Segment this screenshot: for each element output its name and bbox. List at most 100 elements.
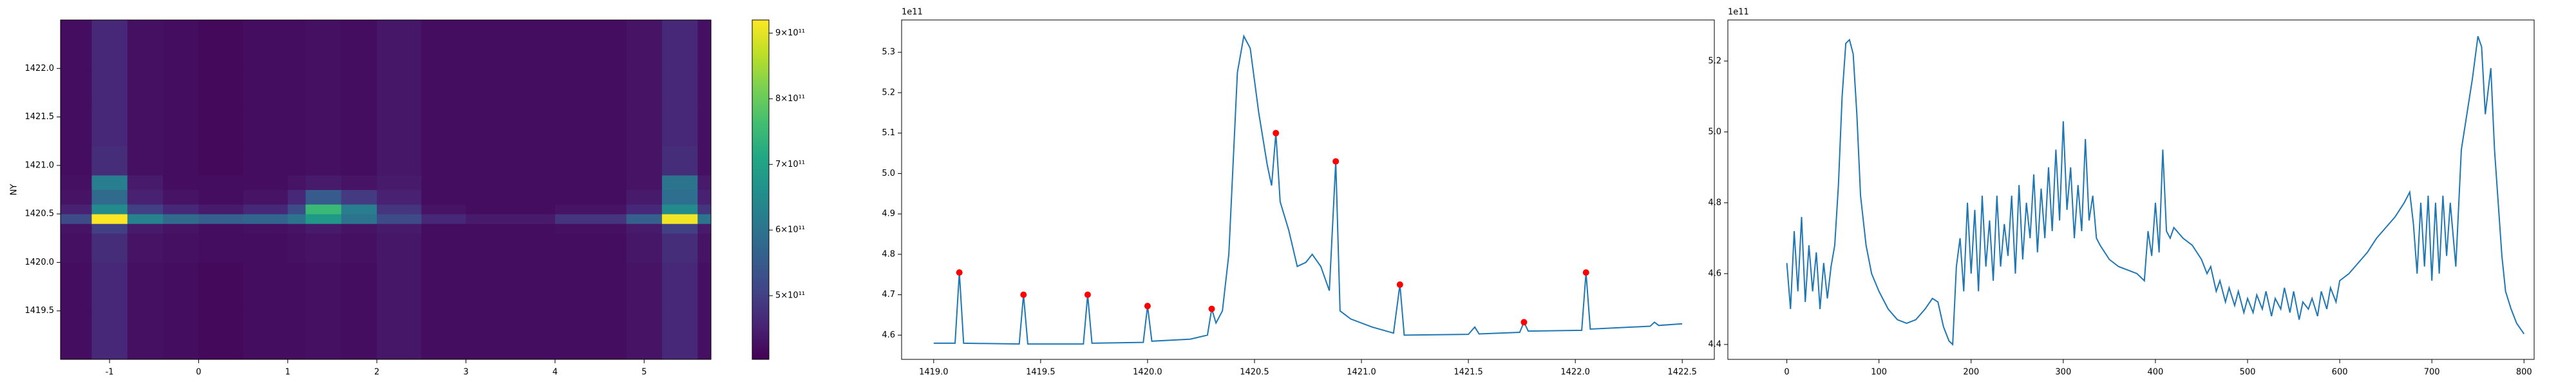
heatmap-cell (377, 189, 422, 205)
heatmap-cell (626, 175, 663, 190)
heatmap-cell (305, 107, 342, 147)
heatmap-cell (61, 310, 92, 360)
heatmap-cell (243, 233, 289, 263)
y-tick-label: 5.0 (882, 169, 895, 178)
heatmap-cell (466, 20, 556, 69)
x-tick-label: 1422.5 (1667, 368, 1697, 377)
heatmap-cell (466, 262, 556, 312)
heatmap-cell (554, 107, 627, 147)
heatmap-cell (661, 204, 698, 214)
heatmap-cell (198, 189, 244, 205)
heatmap-cell (341, 146, 377, 176)
x-tick-label: 0 (196, 368, 201, 377)
heatmap-cell (127, 107, 164, 147)
x-tick-label: 200 (1963, 368, 1979, 377)
x-tick-label: 0 (1784, 368, 1789, 377)
x-tick-label: 600 (2332, 368, 2348, 377)
heatmap-cell (287, 223, 306, 234)
heatmap-cell (91, 223, 128, 234)
y-tick-label: 1422.0 (25, 64, 55, 73)
heatmap-cell (163, 214, 199, 224)
x-tick-label: 700 (2424, 368, 2440, 377)
x-tick-label: 3 (463, 368, 468, 377)
heatmap-cell (287, 214, 306, 224)
heatmap-cell (661, 310, 698, 360)
heatmap-cell (626, 107, 663, 147)
heatmap-cell (163, 68, 199, 108)
heatmap-cell (661, 262, 698, 312)
heatmap-cell (91, 107, 128, 147)
heatmap-cell (341, 214, 377, 224)
heatmap-cell (466, 214, 556, 224)
heatmap-cell (341, 68, 377, 108)
heatmap-cell (305, 175, 342, 190)
x-tick-label: 1 (285, 368, 290, 377)
heatmap-cell (377, 223, 422, 234)
heatmap-cell (377, 20, 422, 69)
heatmap-cell (243, 68, 289, 108)
heatmap-cell (341, 204, 377, 214)
heatmap-cell (554, 189, 627, 205)
heatmap-cell (697, 204, 712, 214)
heatmap-cell (287, 175, 306, 190)
heatmap-cell (163, 262, 199, 312)
x-tick-label: 4 (553, 368, 558, 377)
x-tick-label: 1420.0 (1133, 368, 1162, 377)
x-tick-label: 500 (2240, 368, 2256, 377)
heatmap-cell (554, 175, 627, 190)
heatmap-cell (421, 223, 467, 234)
y-tick-label: 5.2 (882, 88, 895, 97)
heatmap-cell (305, 146, 342, 176)
heatmap-cell (697, 189, 712, 205)
heatmap-cell (61, 175, 92, 190)
heatmap-cell (626, 214, 663, 224)
heatmap-cell (163, 175, 199, 190)
heatmap-cell (127, 214, 164, 224)
heatmap-cell (91, 175, 128, 190)
heatmap-cell (198, 20, 244, 69)
heatmap-cell (127, 262, 164, 312)
heatmap-cell (466, 68, 556, 108)
heatmap-cell (466, 233, 556, 263)
colorbar-tick-label: 7×10¹¹ (775, 160, 805, 169)
peak-marker (1332, 158, 1340, 165)
heatmap-cell (377, 107, 422, 147)
y-tick-label: 4.4 (1708, 339, 1721, 349)
x-tick-label: 1419.5 (1026, 368, 1056, 377)
heatmap-cell (91, 189, 128, 205)
heatmap-cell (661, 189, 698, 205)
peak-marker (1020, 291, 1027, 298)
colorbar-tick-label: 8×10¹¹ (775, 94, 805, 104)
heatmap-cell (243, 175, 289, 190)
heatmap-cell (554, 204, 627, 214)
heatmap-cell (127, 204, 164, 214)
heatmap-cell (341, 107, 377, 147)
heatmap-cell (127, 68, 164, 108)
heatmap-cell (61, 214, 92, 224)
heatmap-cell (421, 204, 467, 214)
heatmap-cell (697, 20, 712, 69)
heatmap-cell (697, 262, 712, 312)
heatmap-cell (287, 189, 306, 205)
heatmap-cell (91, 146, 128, 176)
heatmap-cell (91, 204, 128, 214)
peak-marker (1396, 281, 1403, 288)
heatmap-cell (127, 146, 164, 176)
heatmap-cell (163, 107, 199, 147)
heatmap-cell (305, 223, 342, 234)
heatmap-cell (243, 189, 289, 205)
heatmap-cell (287, 310, 306, 360)
heatmap-cell (91, 262, 128, 312)
heatmap-cell (377, 262, 422, 312)
heatmap-cell (91, 233, 128, 263)
y-tick-label: 5.0 (1708, 127, 1721, 137)
heatmap-cell (305, 189, 342, 205)
heatmap-cell (421, 68, 467, 108)
heatmap-cell (554, 214, 627, 224)
y-tick-label: 1421.5 (25, 112, 55, 122)
heatmap-cell (377, 214, 422, 224)
heatmap-cell (554, 146, 627, 176)
heatmap-cell (421, 189, 467, 205)
heatmap-cell (287, 20, 306, 69)
heatmap-cell (421, 310, 467, 360)
